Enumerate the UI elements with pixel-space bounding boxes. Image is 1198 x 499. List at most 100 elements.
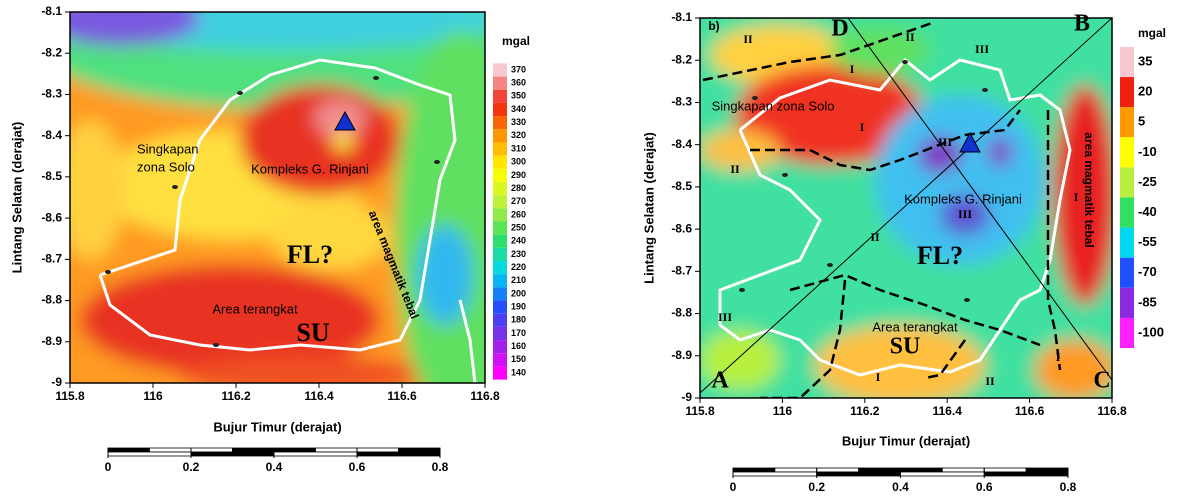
colorbar-title: mgal [1138, 26, 1166, 40]
colorbar-label: -55 [1138, 234, 1157, 249]
y-tick-label: -8.2 [671, 52, 692, 66]
y-tick-label: -8.7 [41, 252, 62, 266]
annotation: II [743, 32, 753, 46]
scalebar-segment [901, 472, 985, 476]
colorbar-swatch [493, 63, 507, 76]
colorbar-label: -70 [1138, 264, 1157, 279]
scalebar-label: 0.2 [808, 480, 825, 494]
annotation: III [975, 42, 989, 56]
colorbar-swatch [493, 90, 507, 103]
colorbar-label: 360 [511, 78, 526, 88]
y-tick-label: -8.4 [41, 128, 62, 142]
scalebar-segment [233, 448, 275, 452]
colorbar-label: 160 [511, 341, 526, 351]
y-tick-label: -8.4 [671, 137, 692, 151]
colorbar-label: 20 [1138, 84, 1152, 99]
annotation: I [860, 120, 865, 134]
colorbar-label: 250 [511, 222, 526, 232]
x-axis-label: Bujur Timur (derajat) [213, 419, 341, 434]
y-tick-label: -8.3 [41, 87, 62, 101]
annotation: FL? [917, 241, 963, 270]
scalebar-label: 0.2 [183, 460, 200, 474]
colorbar-label: 5 [1138, 114, 1145, 129]
scalebar-segment [108, 448, 150, 452]
colorbar-swatch [493, 129, 507, 142]
scalebar-segment [274, 448, 316, 452]
colorbar-swatch [493, 116, 507, 129]
annotation: III [958, 207, 972, 221]
scalebar-segment [357, 452, 440, 456]
y-tick-label: -9 [51, 375, 62, 389]
y-tick-label: -8.5 [671, 179, 692, 193]
colorbar-label: 140 [511, 367, 526, 377]
colorbar-label: 230 [511, 249, 526, 259]
y-axis-label: Lintang Selatan (derajat) [641, 132, 656, 284]
annotation: Singkapan zona Solo [712, 98, 835, 113]
colorbar-swatch [1120, 47, 1134, 77]
colorbar-label: -25 [1138, 174, 1157, 189]
colorbar-swatch [493, 195, 507, 208]
colorbar-label: 260 [511, 209, 526, 219]
colorbar-swatch [1120, 228, 1134, 258]
annotation: D [831, 16, 848, 42]
y-tick-label: -9 [681, 390, 692, 404]
x-tick-label: 115.8 [55, 389, 85, 403]
colorbar-label: 150 [511, 354, 526, 364]
left-field [30, 0, 550, 430]
scalebar-label: 0.4 [892, 480, 909, 494]
scalebar-segment [274, 452, 357, 456]
scalebar-label: 0 [730, 480, 737, 494]
x-axis-label: Bujur Timur (derajat) [842, 433, 970, 448]
colorbar-swatch [493, 208, 507, 221]
colorbar-label: 350 [511, 91, 526, 101]
scalebar-segment [150, 448, 192, 452]
colorbar-label: 320 [511, 130, 526, 140]
colorbar-swatch [1120, 318, 1134, 348]
x-tick-label: 116.4 [933, 404, 963, 418]
x-tick-label: 116.6 [387, 389, 417, 403]
colorbar-label: 330 [511, 117, 526, 127]
annotation: III [938, 135, 952, 149]
colorbar-swatch [1120, 288, 1134, 318]
y-tick-label: -8.9 [41, 334, 62, 348]
colorbar-label: 270 [511, 196, 526, 206]
figure: 115.8116116.2116.4116.6116.8-8.1-8.2-8.3… [0, 0, 1198, 499]
annotation: A [711, 368, 729, 394]
colorbar-swatch [493, 340, 507, 353]
annotation: I [876, 370, 881, 384]
scalebar-segment [984, 468, 1026, 472]
colorbar-label: 190 [511, 302, 526, 312]
x-tick-label: 116.4 [304, 389, 334, 403]
scalebar-label: 0.6 [976, 480, 993, 494]
annotation: Area terangkat [212, 301, 298, 316]
scalebar-segment [108, 452, 191, 456]
colorbar-label: 170 [511, 328, 526, 338]
x-tick-label: 115.8 [685, 404, 715, 418]
colorbar-label: 290 [511, 170, 526, 180]
y-tick-label: -8.8 [41, 293, 62, 307]
x-tick-label: 116.6 [1015, 404, 1045, 418]
scalebar-segment [1026, 468, 1068, 472]
annotation: II [905, 30, 915, 44]
annotation: I [850, 62, 855, 76]
colorbar-swatch [1120, 77, 1134, 107]
annotation: C [1093, 368, 1110, 394]
y-tick-label: -8.5 [41, 169, 62, 183]
annotation: Kompleks G. Rinjani [904, 191, 1022, 206]
y-tick-label: -8.7 [671, 264, 692, 278]
colorbar-label: 200 [511, 288, 526, 298]
scalebar-segment [901, 468, 943, 472]
y-axis-label: Lintang Selatan (derajat) [9, 122, 24, 274]
colorbar-swatch [493, 301, 507, 314]
annotation: Singkapan [137, 141, 198, 156]
colorbar-label: 340 [511, 104, 526, 114]
scalebar-segment [733, 468, 775, 472]
colorbar-label: 220 [511, 262, 526, 272]
annotation: I [1074, 190, 1079, 204]
scalebar-segment [316, 448, 358, 452]
scalebar-segment [191, 452, 274, 456]
colorbar-label: 210 [511, 275, 526, 285]
scalebar-segment [399, 448, 441, 452]
colorbar-swatch [493, 366, 507, 379]
colorbar-swatch [493, 182, 507, 195]
